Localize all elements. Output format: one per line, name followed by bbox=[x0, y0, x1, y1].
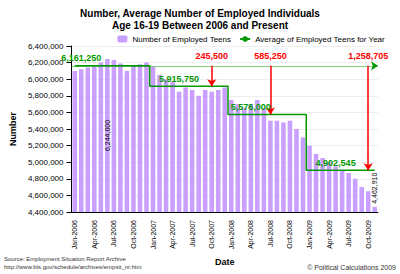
svg-text:http://www.bls.gov/schedule/ar: http://www.bls.gov/schedule/archives/emp… bbox=[4, 264, 141, 270]
svg-text:4,902,545: 4,902,545 bbox=[316, 158, 356, 168]
svg-text:4,800,000: 4,800,000 bbox=[28, 174, 64, 183]
svg-text:© Political Calculations 2009: © Political Calculations 2009 bbox=[307, 264, 396, 271]
svg-text:585,250: 585,250 bbox=[254, 51, 287, 61]
svg-text:Date: Date bbox=[215, 257, 235, 267]
svg-text:Apr-2006: Apr-2006 bbox=[91, 220, 99, 249]
svg-text:4,400,000: 4,400,000 bbox=[28, 208, 64, 217]
svg-text:Apr-2007: Apr-2007 bbox=[169, 220, 177, 249]
svg-text:5,600,000: 5,600,000 bbox=[28, 108, 64, 117]
svg-text:4,600,000: 4,600,000 bbox=[28, 191, 64, 200]
svg-text:Oct-2008: Oct-2008 bbox=[286, 220, 293, 249]
svg-text:4,462,910: 4,462,910 bbox=[371, 173, 378, 204]
svg-text:Jul-2007: Jul-2007 bbox=[189, 220, 196, 247]
svg-text:245,500: 245,500 bbox=[195, 51, 228, 61]
svg-text:Apr-2009: Apr-2009 bbox=[326, 220, 334, 249]
svg-text:Jul-2008: Jul-2008 bbox=[267, 220, 274, 247]
svg-text:Jan-2009: Jan-2009 bbox=[306, 220, 313, 249]
svg-text:Jan-2006: Jan-2006 bbox=[71, 220, 78, 249]
svg-text:Number, Average Number of Empl: Number, Average Number of Employed Indiv… bbox=[80, 8, 320, 19]
svg-text:Source: Employment Situation R: Source: Employment Situation Report Arch… bbox=[4, 256, 126, 262]
svg-text:Jul-2006: Jul-2006 bbox=[110, 220, 117, 247]
svg-text:5,800,000: 5,800,000 bbox=[28, 91, 64, 100]
svg-text:Jan-2008: Jan-2008 bbox=[228, 220, 235, 249]
svg-text:Oct-2007: Oct-2007 bbox=[208, 220, 215, 249]
svg-text:Jul-2009: Jul-2009 bbox=[345, 220, 352, 247]
svg-text:Jan-2007: Jan-2007 bbox=[150, 220, 157, 249]
svg-text:Apr-2008: Apr-2008 bbox=[247, 220, 255, 249]
svg-text:Average of Employed Teens for: Average of Employed Teens for Year bbox=[255, 35, 385, 44]
svg-text:Number: Number bbox=[8, 112, 18, 147]
svg-text:5,915,750: 5,915,750 bbox=[159, 74, 199, 84]
svg-text:5,400,000: 5,400,000 bbox=[28, 125, 64, 134]
svg-text:Oct-2009: Oct-2009 bbox=[365, 220, 372, 249]
svg-text:6,161,250: 6,161,250 bbox=[61, 53, 101, 63]
svg-text:6,200,000: 6,200,000 bbox=[28, 58, 64, 67]
svg-text:Number of Employed Teens: Number of Employed Teens bbox=[132, 35, 231, 44]
svg-text:Oct-2006: Oct-2006 bbox=[130, 220, 137, 249]
svg-text:5,200,000: 5,200,000 bbox=[28, 141, 64, 150]
svg-text:1,258,705: 1,258,705 bbox=[348, 51, 388, 61]
svg-text:6,244,000: 6,244,000 bbox=[104, 120, 111, 151]
svg-text:6,000,000: 6,000,000 bbox=[28, 75, 64, 84]
svg-text:5,576,000: 5,576,000 bbox=[231, 102, 271, 112]
svg-text:5,000,000: 5,000,000 bbox=[28, 158, 64, 167]
svg-text:6,400,000: 6,400,000 bbox=[28, 42, 64, 51]
svg-text:Age 16-19 Between 2006 and Pre: Age 16-19 Between 2006 and Present bbox=[112, 20, 289, 31]
